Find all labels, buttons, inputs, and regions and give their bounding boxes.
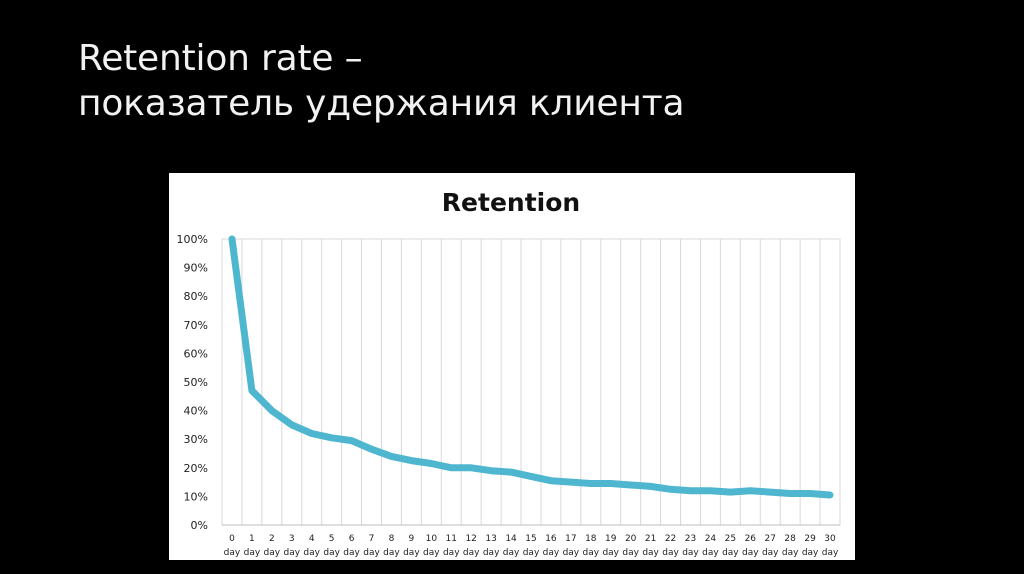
plot-area-border	[221, 238, 841, 526]
y-tick-label: 70%	[184, 319, 208, 332]
x-tick-label: 15	[525, 534, 536, 544]
x-tick-sublabel: day	[742, 548, 759, 558]
x-tick-label: 25	[725, 534, 736, 544]
x-tick-label: 26	[745, 534, 757, 544]
y-tick-label: 40%	[184, 405, 208, 418]
x-tick-label: 7	[369, 534, 375, 544]
x-tick-sublabel: day	[822, 548, 839, 558]
x-tick-sublabel: day	[383, 548, 400, 558]
chart-series	[228, 235, 834, 499]
x-tick-sublabel: day	[722, 548, 739, 558]
x-tick-label: 16	[545, 534, 557, 544]
y-tick-label: 30%	[184, 433, 208, 446]
x-tick-label: 24	[705, 534, 717, 544]
x-tick-label: 21	[645, 534, 656, 544]
chart-title: Retention	[442, 188, 580, 217]
x-tick-label: 10	[426, 534, 438, 544]
x-tick-label: 20	[625, 534, 637, 544]
x-tick-sublabel: day	[662, 548, 679, 558]
x-tick-label: 30	[824, 534, 836, 544]
x-tick-label: 19	[605, 534, 617, 544]
retention-chart-svg: Retention 0% 10% 20% 30% 40% 50% 60% 70% 80% 90% 1…	[177, 188, 841, 558]
x-tick-label: 28	[784, 534, 796, 544]
x-tick-label: 12	[465, 534, 476, 544]
x-tick-sublabel: day	[303, 548, 320, 558]
x-tick-sublabel: day	[264, 548, 281, 558]
x-tick-sublabel: day	[283, 548, 300, 558]
retention-chart: Retention 0% 10% 20% 30% 40% 50% 60% 70% 80% 90% 1…	[169, 173, 855, 560]
x-tick-label: 3	[289, 534, 295, 544]
x-tick-sublabel: day	[483, 548, 500, 558]
x-tick-sublabel: day	[443, 548, 460, 558]
x-tick-label: 22	[665, 534, 676, 544]
x-tick-sublabel: day	[503, 548, 520, 558]
x-tick-sublabel: day	[463, 548, 480, 558]
x-tick-sublabel: day	[363, 548, 380, 558]
y-tick-label: 20%	[184, 462, 208, 475]
x-axis-ticks: 0 day 1 day 2 day 3 day 4 day 5 day 6 day 7 day 8 day 9 day…	[224, 534, 839, 558]
x-tick-label: 0	[229, 534, 235, 544]
x-tick-sublabel: day	[702, 548, 719, 558]
y-tick-label: 90%	[184, 262, 208, 275]
x-tick-label: 9	[409, 534, 415, 544]
chart-grid	[221, 238, 841, 526]
x-tick-sublabel: day	[523, 548, 540, 558]
x-tick-label: 5	[329, 534, 335, 544]
x-tick-sublabel: day	[642, 548, 659, 558]
x-tick-sublabel: day	[423, 548, 440, 558]
x-tick-sublabel: day	[403, 548, 420, 558]
x-tick-sublabel: day	[224, 548, 241, 558]
x-tick-sublabel: day	[543, 548, 560, 558]
x-tick-label: 29	[804, 534, 816, 544]
x-tick-label: 1	[249, 534, 255, 544]
x-tick-sublabel: day	[244, 548, 261, 558]
x-tick-label: 18	[585, 534, 597, 544]
x-tick-sublabel: day	[323, 548, 340, 558]
y-tick-label: 80%	[184, 290, 208, 303]
y-tick-label: 50%	[184, 376, 208, 389]
x-tick-label: 23	[685, 534, 696, 544]
x-tick-label: 4	[309, 534, 315, 544]
x-tick-sublabel: day	[622, 548, 639, 558]
x-tick-label: 6	[349, 534, 355, 544]
x-tick-sublabel: day	[583, 548, 600, 558]
x-tick-label: 13	[485, 534, 496, 544]
y-tick-label: 0%	[191, 519, 208, 532]
slide-title: Retention rate – показатель удержания кл…	[78, 36, 685, 126]
x-tick-sublabel: day	[563, 548, 580, 558]
x-tick-label: 8	[389, 534, 395, 544]
slide-title-line-2: показатель удержания клиента	[78, 83, 685, 124]
x-tick-label: 11	[446, 534, 457, 544]
x-tick-sublabel: day	[602, 548, 619, 558]
x-tick-sublabel: day	[762, 548, 779, 558]
x-tick-sublabel: day	[343, 548, 360, 558]
y-tick-label: 10%	[184, 490, 208, 503]
y-tick-label: 60%	[184, 347, 208, 360]
x-tick-label: 17	[565, 534, 576, 544]
x-tick-sublabel: day	[782, 548, 799, 558]
x-tick-label: 27	[764, 534, 775, 544]
y-axis-ticks: 0% 10% 20% 30% 40% 50% 60% 70% 80% 90% 100%	[177, 233, 208, 532]
x-tick-label: 14	[505, 534, 517, 544]
y-tick-label: 100%	[177, 233, 208, 246]
x-tick-sublabel: day	[802, 548, 819, 558]
slide-title-line-1: Retention rate –	[78, 38, 363, 79]
x-tick-sublabel: day	[682, 548, 699, 558]
x-tick-label: 2	[269, 534, 275, 544]
